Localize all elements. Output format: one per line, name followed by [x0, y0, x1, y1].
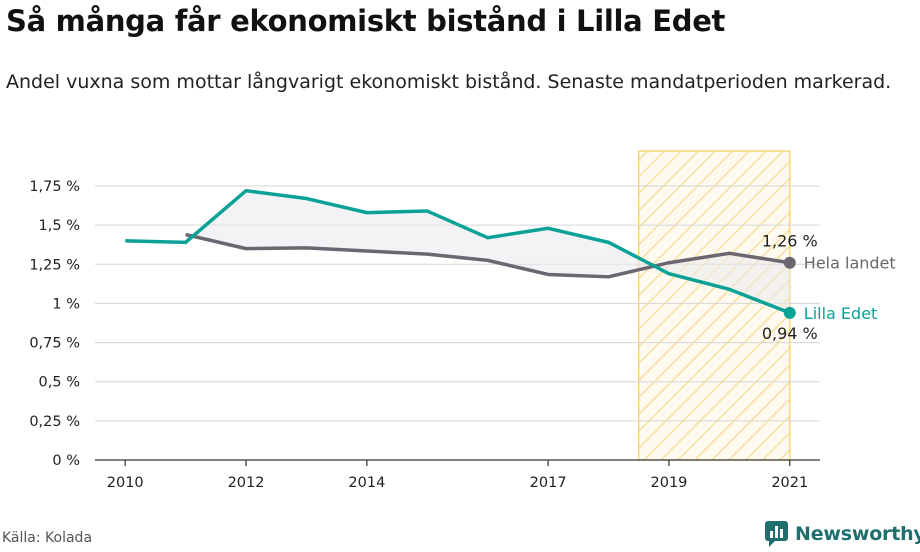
- series-end-value-label: 1,26 %: [762, 232, 818, 251]
- highlight-band: [638, 150, 791, 461]
- x-tick-label: 2021: [771, 475, 808, 491]
- series-end-value-label: 0,94 %: [762, 324, 818, 343]
- y-tick-label: 1,5 %: [39, 218, 80, 234]
- x-tick-label: 2017: [530, 475, 567, 491]
- chart-subtitle: Andel vuxna som mottar långvarigt ekonom…: [6, 71, 892, 93]
- source-note: Källa: Kolada: [2, 530, 93, 546]
- series-line-lilla-edet: [125, 188, 791, 315]
- brand-name: Newsworthy: [795, 523, 920, 545]
- x-tick-label: 2012: [228, 475, 265, 491]
- series-end-point: [783, 306, 796, 319]
- x-tick-label: 2010: [107, 475, 144, 491]
- newsworthy-logo-icon: [765, 521, 788, 547]
- brand-logo: Newsworthy: [764, 520, 920, 548]
- series-end-point: [783, 256, 796, 269]
- y-tick-label: 1,75 %: [29, 179, 80, 195]
- y-tick-label: 0,75 %: [29, 336, 80, 352]
- difference-area: [185, 190, 790, 313]
- y-tick-label: 0,5 %: [39, 375, 80, 391]
- y-tick-label: 1,25 %: [29, 257, 80, 273]
- x-tick-label: 2019: [651, 475, 688, 491]
- series-line-hela-landet: [185, 232, 791, 279]
- chart-title: Så många får ekonomiskt bistånd i Lilla …: [6, 4, 726, 38]
- x-tick-label: 2014: [348, 475, 385, 491]
- y-tick-label: 0,25 %: [29, 414, 80, 430]
- series-name-label: Lilla Edet: [804, 304, 878, 323]
- y-tick-label: 0 %: [52, 453, 80, 469]
- series-name-label: Hela landet: [804, 254, 896, 273]
- y-tick-label: 1 %: [52, 296, 80, 312]
